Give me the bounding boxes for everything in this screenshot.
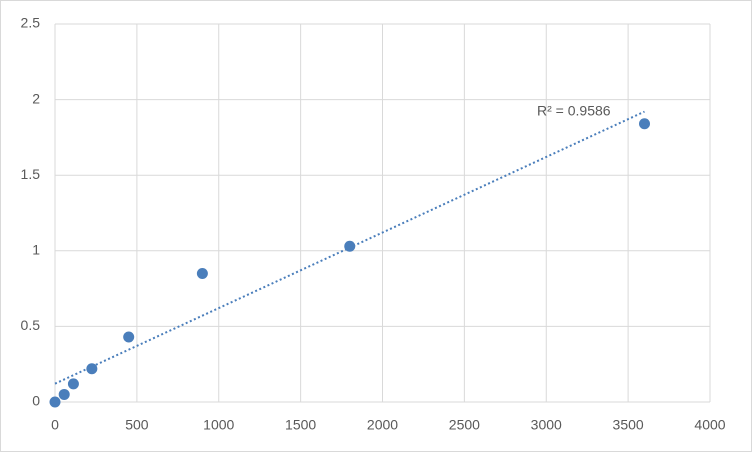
x-tick-label: 2000 [367,417,398,433]
data-point [67,378,79,390]
data-point [639,118,650,130]
x-tick-label: 500 [125,417,149,433]
x-tick-label: 2500 [449,417,480,433]
x-tick-label: 3500 [613,417,644,433]
x-tick-label: 1000 [203,417,234,433]
y-tick-label: 0 [32,393,40,409]
y-tick-label: 2 [32,90,40,106]
y-tick-label: 2.5 [21,15,41,31]
data-point [49,396,61,408]
x-tick-label: 1500 [285,417,316,433]
data-point [196,267,208,279]
x-tick-label: 4000 [694,417,725,433]
annotation: R² = 0.9586 [537,103,611,119]
y-tick-label: 0.5 [21,317,41,333]
data-point [123,331,135,343]
data-point [86,363,98,375]
y-tick-label: 1 [32,242,40,258]
x-tick-label: 0 [51,417,59,433]
y-tick-label: 1.5 [21,166,41,182]
x-tick-label: 3000 [531,417,562,433]
data-point [344,240,356,252]
data-point [58,388,70,400]
